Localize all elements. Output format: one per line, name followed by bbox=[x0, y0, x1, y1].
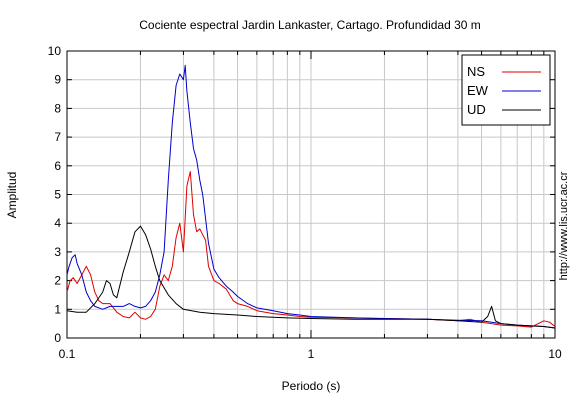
legend: NS EW UD bbox=[461, 54, 551, 126]
grid-layer bbox=[67, 51, 555, 338]
y-tick-label: 6 bbox=[54, 159, 61, 173]
legend-label-ud: UD bbox=[467, 102, 486, 117]
y-tick-label: 1 bbox=[54, 302, 61, 316]
series-line-ud bbox=[66, 225, 556, 329]
x-axis-label: Periodo (s) bbox=[282, 379, 341, 393]
y-tick-label: 4 bbox=[54, 216, 61, 230]
chart-title: Cociente espectral Jardin Lankaster, Car… bbox=[139, 18, 481, 32]
legend-label-ns: NS bbox=[467, 64, 485, 79]
y-tick-label: 3 bbox=[54, 245, 61, 259]
y-tick-label: 2 bbox=[54, 274, 61, 288]
side-note: http://www.lis.ucr.ac.cr bbox=[558, 171, 570, 280]
y-tick-label: 9 bbox=[54, 73, 61, 87]
legend-box bbox=[461, 54, 551, 126]
x-tick-label: 0.1 bbox=[59, 347, 76, 361]
y-tick-label: 7 bbox=[54, 130, 61, 144]
y-tick-label: 5 bbox=[54, 188, 61, 202]
y-axis-label: Amplitud bbox=[5, 172, 19, 219]
x-tick-label: 10 bbox=[548, 347, 562, 361]
series-line-ew bbox=[66, 64, 556, 329]
x-tick-label: 1 bbox=[308, 347, 315, 361]
y-tick-label: 10 bbox=[48, 44, 62, 58]
y-tick-label: 8 bbox=[54, 101, 61, 115]
series-layer bbox=[66, 64, 556, 329]
tick-layer: 0 1 2 3 4 5 6 7 8 9 10 0.1 1 10 bbox=[48, 44, 562, 361]
legend-items: NS EW UD bbox=[467, 64, 541, 117]
y-tick-label: 0 bbox=[54, 331, 61, 345]
legend-label-ew: EW bbox=[467, 83, 489, 98]
